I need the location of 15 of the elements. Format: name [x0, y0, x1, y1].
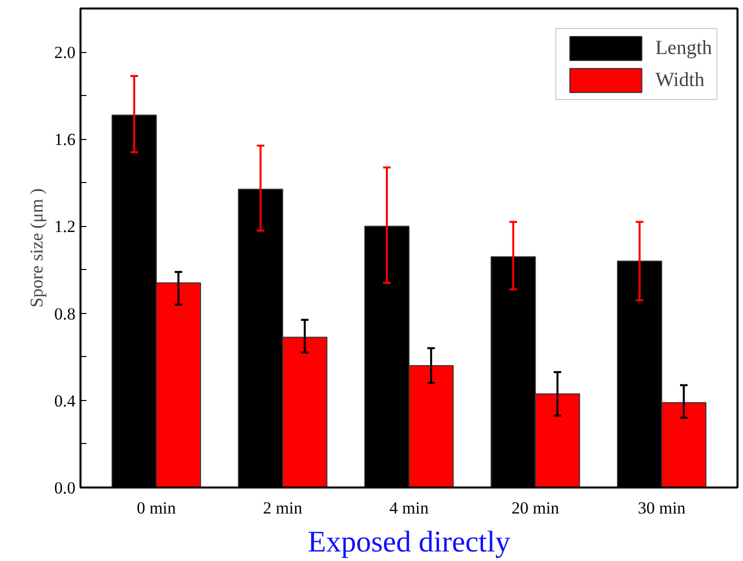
y-tick-label: 0.8 [54, 304, 76, 324]
legend-label: Width [655, 68, 705, 92]
x-tick-label: 30 min [638, 498, 686, 518]
y-tick-label: 0.0 [54, 478, 76, 498]
legend-label: Length [655, 36, 712, 60]
y-tick-label: 0.4 [54, 391, 76, 410]
y-tick-label: 1.6 [54, 130, 76, 150]
y-tick-label: 2.0 [54, 43, 76, 62]
x-axis-title: Exposed directly [308, 526, 510, 558]
x-tick-label: 4 min [389, 498, 430, 518]
x-tick-label: 0 min [136, 498, 176, 518]
x-tick-label: 20 min [512, 498, 560, 518]
x-tick-label: 2 min [263, 498, 303, 518]
y-axis-title: Spore size (μm ) [26, 188, 46, 308]
y-tick-label: 1.2 [54, 217, 76, 236]
